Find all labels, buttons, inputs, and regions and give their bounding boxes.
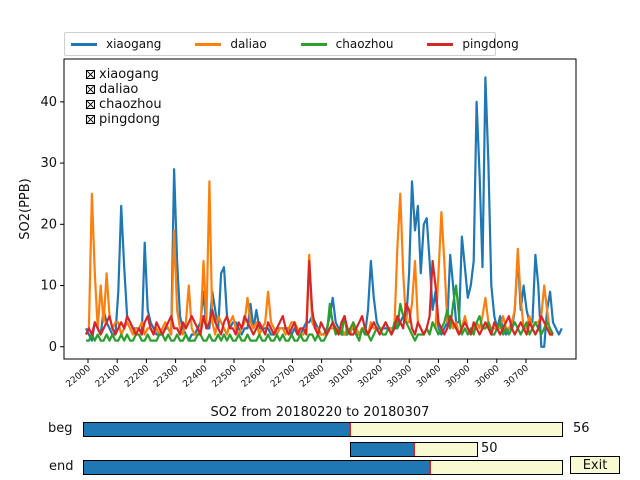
legend-swatch-pingdong bbox=[427, 42, 454, 46]
x-tick-label: 30600 bbox=[473, 363, 502, 389]
x-tick-label: 30400 bbox=[415, 363, 444, 389]
chart-title: SO2 from 20180220 to 20180307 bbox=[211, 405, 430, 420]
series-line-chaozhou bbox=[86, 284, 554, 342]
x-tick-label: 30100 bbox=[327, 363, 356, 389]
series-checkbox-list: xiaogang daliao chaozhou pingdong bbox=[86, 67, 162, 127]
legend-swatch-chaozhou bbox=[300, 42, 327, 46]
legend-entry-daliao: daliao bbox=[195, 37, 267, 51]
beg-slider-handle[interactable] bbox=[349, 423, 351, 436]
legend-entry-chaozhou: chaozhou bbox=[300, 37, 394, 51]
legend-entry-xiaogang: xiaogang bbox=[71, 37, 161, 51]
checkbox-daliao[interactable]: daliao bbox=[86, 82, 162, 97]
checkbox-label: pingdong bbox=[99, 112, 161, 127]
checkbox-checked-icon[interactable] bbox=[86, 100, 95, 109]
x-tick-label: 22200 bbox=[123, 363, 152, 389]
checkbox-pingdong[interactable]: pingdong bbox=[86, 112, 162, 127]
checkbox-label: daliao bbox=[99, 82, 139, 97]
checkbox-checked-icon[interactable] bbox=[86, 70, 95, 79]
x-tick-label: 30500 bbox=[444, 363, 473, 389]
x-tick-label: 22700 bbox=[269, 363, 298, 389]
x-tick-label: 30700 bbox=[503, 363, 532, 389]
legend-label-chaozhou: chaozhou bbox=[335, 37, 394, 51]
y-tick-label: 40 bbox=[40, 95, 57, 110]
x-tick-label: 30300 bbox=[386, 363, 415, 389]
y-tick-label: 10 bbox=[40, 279, 57, 294]
checkbox-xiaogang[interactable]: xiaogang bbox=[86, 67, 162, 82]
mid-slider[interactable] bbox=[350, 442, 478, 457]
mid-slider-handle[interactable] bbox=[413, 443, 415, 456]
x-tick-label: 22800 bbox=[298, 363, 327, 389]
end-slider-fill bbox=[84, 461, 430, 474]
checkbox-label: chaozhou bbox=[99, 97, 162, 112]
end-slider-handle[interactable] bbox=[429, 461, 431, 474]
x-tick-label: 30200 bbox=[357, 363, 386, 389]
plot-frame bbox=[63, 58, 577, 360]
legend-label-pingdong: pingdong bbox=[462, 37, 519, 51]
x-tick-label: 22500 bbox=[211, 363, 240, 389]
legend-entry-pingdong: pingdong bbox=[427, 37, 519, 51]
x-tick-label: 22600 bbox=[240, 363, 269, 389]
legend-swatch-daliao bbox=[195, 42, 222, 46]
beg-slider-value: 56 bbox=[573, 421, 590, 436]
y-tick-label: 20 bbox=[40, 217, 57, 232]
mid-slider-value: 50 bbox=[481, 441, 498, 456]
legend-swatch-xiaogang bbox=[71, 42, 97, 46]
beg-slider[interactable] bbox=[83, 422, 563, 437]
y-tick-label: 30 bbox=[40, 156, 57, 171]
legend-label-xiaogang: xiaogang bbox=[106, 37, 162, 51]
x-tick-label: 22400 bbox=[181, 363, 210, 389]
checkbox-checked-icon[interactable] bbox=[86, 85, 95, 94]
x-tick-label: 22000 bbox=[65, 363, 94, 389]
series-line-pingdong bbox=[85, 259, 553, 336]
legend-label-daliao: daliao bbox=[230, 37, 267, 51]
checkbox-checked-icon[interactable] bbox=[86, 115, 95, 124]
x-tick-label: 22100 bbox=[94, 363, 123, 389]
end-slider[interactable] bbox=[83, 460, 563, 475]
checkbox-chaozhou[interactable]: chaozhou bbox=[86, 97, 162, 112]
y-axis-label: SO2(PPB) bbox=[18, 178, 33, 240]
checkbox-label: xiaogang bbox=[99, 67, 159, 82]
y-tick-label: 0 bbox=[49, 340, 57, 355]
legend: xiaogang daliao chaozhou pingdong bbox=[64, 32, 519, 56]
end-slider-label: end bbox=[49, 459, 74, 474]
mid-slider-fill bbox=[351, 443, 414, 456]
exit-button[interactable]: Exit bbox=[570, 456, 620, 474]
x-tick-label: 22300 bbox=[152, 363, 181, 389]
beg-slider-fill bbox=[84, 423, 350, 436]
beg-slider-label: beg bbox=[48, 421, 73, 436]
